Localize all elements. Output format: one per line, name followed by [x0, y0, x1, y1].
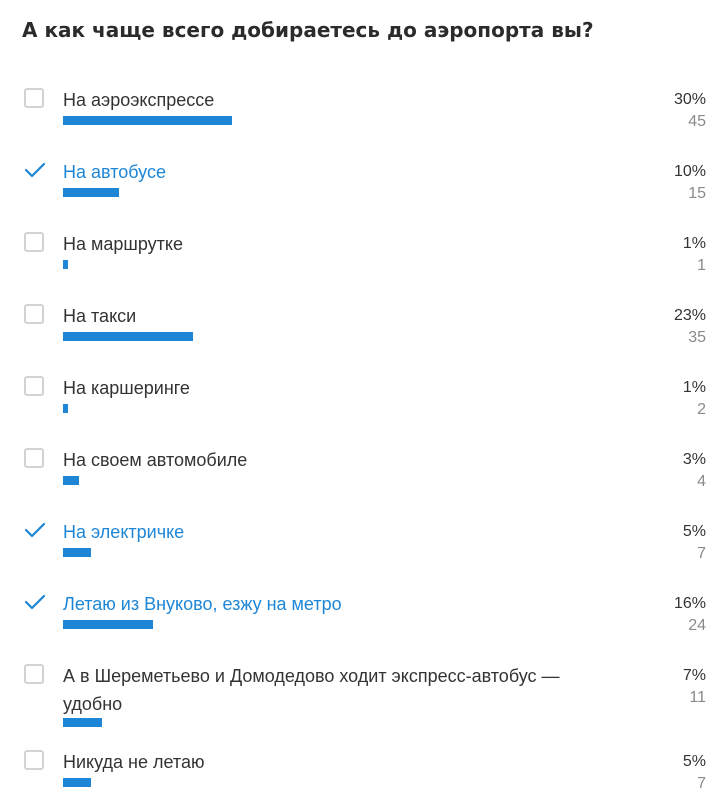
option-result-bar: [63, 476, 79, 485]
option-checkbox[interactable]: [24, 448, 44, 468]
option-label[interactable]: На маршрутке: [63, 234, 183, 254]
checkmark-icon[interactable]: [24, 594, 46, 610]
option-percent: 16%: [673, 595, 706, 612]
option-result-bar: [63, 404, 68, 413]
option-vote-count: 45: [688, 113, 706, 130]
option-label[interactable]: На аэроэкспрессе: [63, 90, 215, 110]
option-checkbox[interactable]: [24, 232, 44, 252]
option-checkbox[interactable]: [24, 88, 44, 108]
option-vote-count: 1: [697, 257, 706, 274]
option-checkbox[interactable]: [24, 750, 44, 770]
option-label[interactable]: На каршеринге: [63, 378, 190, 398]
option-vote-count: 35: [688, 329, 706, 346]
option-label[interactable]: Летаю из Внуково, езжу на метро: [63, 594, 342, 614]
option-percent: 7%: [682, 667, 706, 684]
option-vote-count: 7: [697, 545, 706, 562]
option-vote-count: 7: [697, 775, 706, 792]
option-vote-count: 4: [697, 473, 706, 490]
checkmark-icon[interactable]: [24, 522, 46, 538]
option-result-bar: [63, 260, 68, 269]
option-percent: 5%: [682, 753, 706, 770]
poll-title: А как чаще всего добираетесь до аэропорт…: [22, 18, 594, 42]
option-percent: 1%: [682, 235, 706, 252]
option-percent: 3%: [682, 451, 706, 468]
option-checkbox[interactable]: [24, 304, 44, 324]
option-result-bar: [63, 620, 153, 629]
option-percent: 23%: [673, 307, 706, 324]
option-vote-count: 2: [697, 401, 706, 418]
option-result-bar: [63, 116, 232, 125]
option-result-bar: [63, 778, 91, 787]
option-result-bar: [63, 332, 193, 341]
checkmark-icon[interactable]: [24, 162, 46, 178]
option-percent: 10%: [673, 163, 706, 180]
option-vote-count: 11: [689, 689, 706, 706]
option-checkbox[interactable]: [24, 376, 44, 396]
option-percent: 30%: [673, 91, 706, 108]
option-label[interactable]: На автобусе: [63, 162, 166, 182]
option-vote-count: 15: [688, 185, 706, 202]
option-vote-count: 24: [688, 617, 706, 634]
option-label[interactable]: На такси: [63, 306, 137, 326]
option-label[interactable]: Никуда не летаю: [63, 752, 205, 772]
option-result-bar: [63, 718, 102, 727]
option-label[interactable]: На своем автомобиле: [63, 450, 248, 470]
option-result-bar: [63, 188, 119, 197]
option-percent: 5%: [682, 523, 706, 540]
option-label[interactable]: На электричке: [63, 522, 185, 542]
option-checkbox[interactable]: [24, 664, 44, 684]
option-result-bar: [63, 548, 91, 557]
option-label[interactable]: А в Шереметьево и Домодедово ходит экспр…: [63, 666, 560, 714]
option-percent: 1%: [682, 379, 706, 396]
